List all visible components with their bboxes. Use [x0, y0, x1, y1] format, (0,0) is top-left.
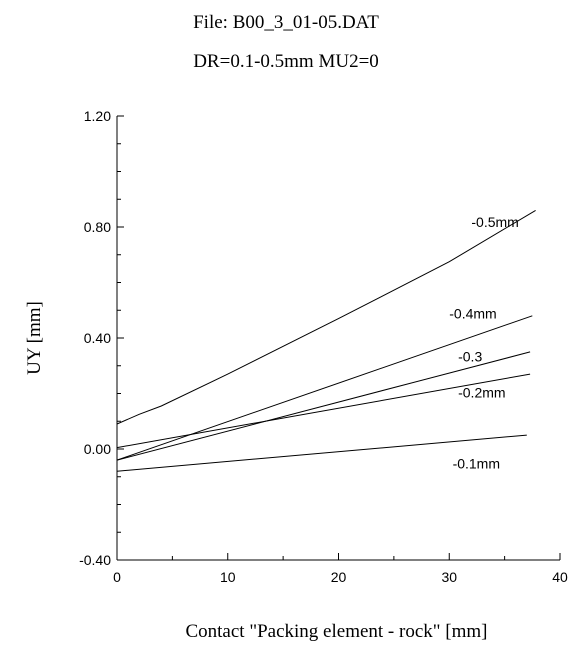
y-tick-label: 0.40: [84, 330, 111, 346]
y-tick-label: 0.80: [84, 219, 111, 235]
chart-subtitle: DR=0.1-0.5mm MU2=0: [193, 51, 379, 72]
series-line: [116, 434, 527, 472]
x-tick-label: 10: [220, 569, 236, 585]
y-axis-title: UY [mm]: [24, 301, 45, 375]
series-annotation: -0.3: [458, 349, 482, 365]
series-annotation: -0.1mm: [453, 455, 500, 471]
y-tick-label: 0.00: [84, 441, 111, 457]
series-annotation: -0.5mm: [471, 214, 518, 230]
series-annotation: -0.4mm: [449, 306, 496, 322]
series-line: [116, 351, 531, 461]
x-tick-label: 40: [552, 569, 568, 585]
series-line: [116, 315, 533, 461]
series-annotation: -0.2mm: [458, 385, 505, 401]
x-axis-title: Contact "Packing element - rock" [mm]: [185, 621, 487, 642]
x-tick-label: 0: [113, 569, 121, 585]
y-tick-label: 1.20: [84, 108, 111, 124]
y-tick-label: -0.40: [79, 552, 111, 568]
x-tick-label: 20: [331, 569, 347, 585]
x-tick-label: 30: [441, 569, 457, 585]
series-line: [116, 209, 536, 425]
series-line: [116, 373, 531, 449]
chart-title: File: B00_3_01-05.DAT: [193, 12, 379, 33]
